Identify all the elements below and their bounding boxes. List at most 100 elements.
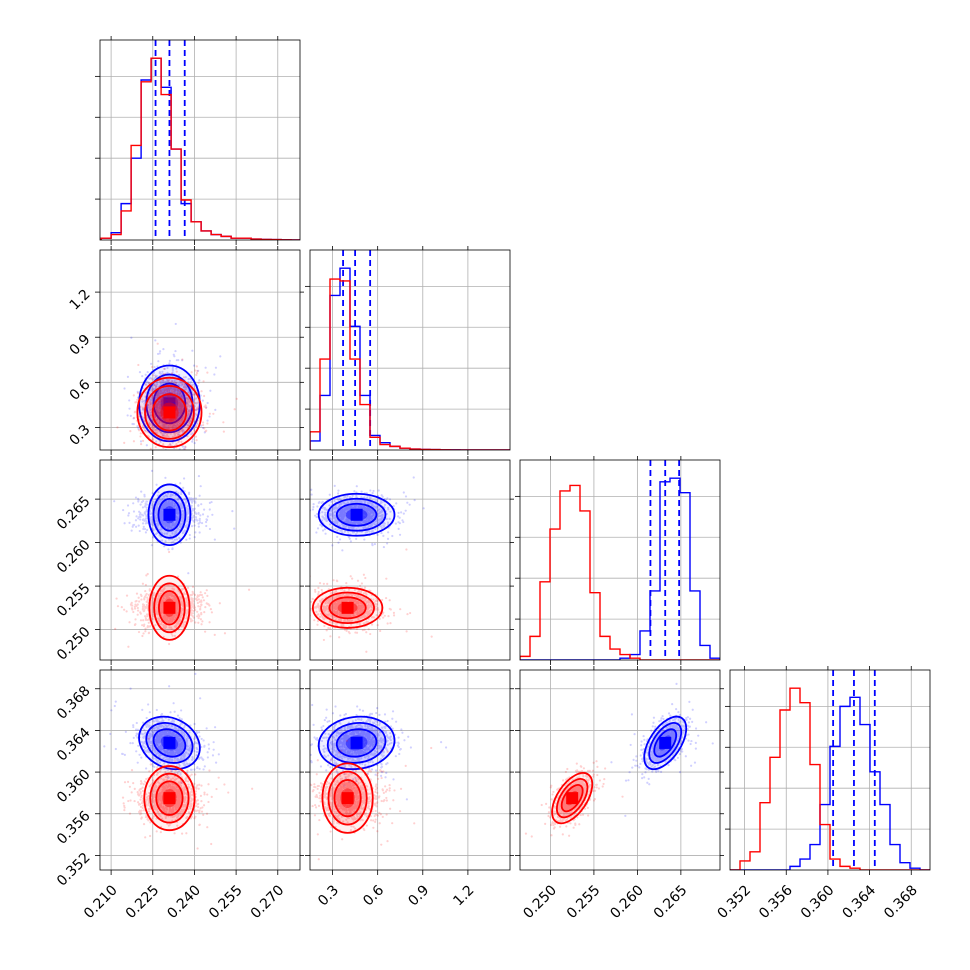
sample-point (180, 602, 183, 605)
sample-point (344, 614, 347, 617)
sample-point (348, 513, 351, 517)
sample-point (368, 517, 371, 520)
sample-point (370, 524, 373, 527)
sample-point (176, 402, 179, 405)
sample-point (365, 520, 368, 523)
sample-point (179, 409, 182, 412)
sample-point (166, 598, 170, 602)
sample-point (370, 616, 374, 619)
sample-point (362, 507, 366, 511)
sample-point (153, 409, 156, 412)
sample-point (168, 616, 171, 620)
sample-point (158, 375, 161, 378)
sample-point (168, 642, 171, 646)
sample-point (172, 505, 176, 508)
sample-point (169, 617, 172, 620)
sample-point (188, 537, 191, 540)
sample-point (185, 609, 188, 612)
sample-point (336, 612, 339, 616)
sample-point (342, 509, 345, 513)
sample-point (185, 614, 188, 617)
sample-point (176, 507, 179, 510)
sample-point (174, 598, 177, 601)
sample-point (147, 382, 150, 385)
sample-point (170, 418, 173, 421)
sample-point (161, 515, 164, 518)
sample-point (375, 523, 378, 526)
sample-point (161, 512, 164, 515)
sample-point (164, 401, 167, 405)
sample-point (155, 385, 158, 388)
sample-point (186, 604, 189, 607)
contour-line (151, 393, 188, 432)
sample-point (149, 401, 152, 405)
sample-point (134, 603, 137, 606)
sample-point (176, 393, 179, 396)
sample-point (170, 389, 174, 392)
sample-point (169, 618, 172, 621)
sample-point (147, 430, 150, 433)
sample-point (165, 593, 168, 596)
sample-point (162, 597, 165, 600)
panel-frame (99, 39, 301, 241)
sample-point (159, 417, 162, 420)
sample-point (159, 372, 162, 375)
sample-point (345, 614, 348, 617)
sample-point (339, 512, 342, 515)
sample-point (162, 426, 166, 429)
sample-point (172, 427, 175, 430)
sample-point (176, 408, 179, 411)
sample-point (191, 600, 194, 604)
sample-point (146, 614, 149, 618)
sample-point (180, 409, 183, 412)
sample-point (186, 516, 189, 519)
sample-point (179, 616, 182, 619)
sample-point (362, 515, 366, 518)
sample-point (158, 428, 161, 431)
sample-point (369, 496, 372, 499)
sample-point (181, 429, 184, 432)
sample-point (179, 523, 182, 526)
sample-point (146, 618, 149, 622)
sample-point (146, 376, 149, 379)
sample-point (172, 588, 176, 591)
sample-point (402, 512, 405, 515)
sample-point (150, 399, 153, 402)
sample-point (197, 616, 200, 620)
sample-point (175, 601, 178, 604)
sample-point (155, 419, 158, 422)
sample-point (364, 531, 367, 534)
sample-point (169, 600, 172, 603)
sample-point (332, 621, 335, 625)
sample-point (139, 619, 143, 622)
sample-point (180, 411, 183, 415)
sample-point (152, 397, 155, 400)
sample-point (161, 407, 164, 410)
sample-point (176, 603, 180, 606)
sample-point (197, 369, 200, 372)
sample-point (387, 508, 390, 511)
sample-point (198, 416, 201, 419)
sample-point (179, 523, 182, 526)
sample-point (192, 616, 195, 619)
sample-point (177, 620, 180, 623)
sample-point (145, 503, 149, 506)
sample-point (172, 395, 175, 399)
sample-point (164, 524, 167, 527)
sample-point (344, 495, 347, 498)
sample-point (166, 371, 169, 374)
sample-point (323, 605, 326, 608)
sample-point (145, 613, 149, 616)
sample-point (158, 429, 161, 432)
sample-point (171, 425, 174, 428)
sample-point (132, 524, 135, 527)
histogram-series (100, 57, 300, 240)
sample-point (175, 400, 178, 403)
sample-point (181, 505, 184, 508)
sample-point (160, 610, 164, 613)
sample-point (370, 524, 373, 527)
sample-point (198, 593, 202, 597)
sample-point (339, 619, 343, 622)
sample-point (182, 448, 186, 450)
sample-point (189, 410, 192, 413)
